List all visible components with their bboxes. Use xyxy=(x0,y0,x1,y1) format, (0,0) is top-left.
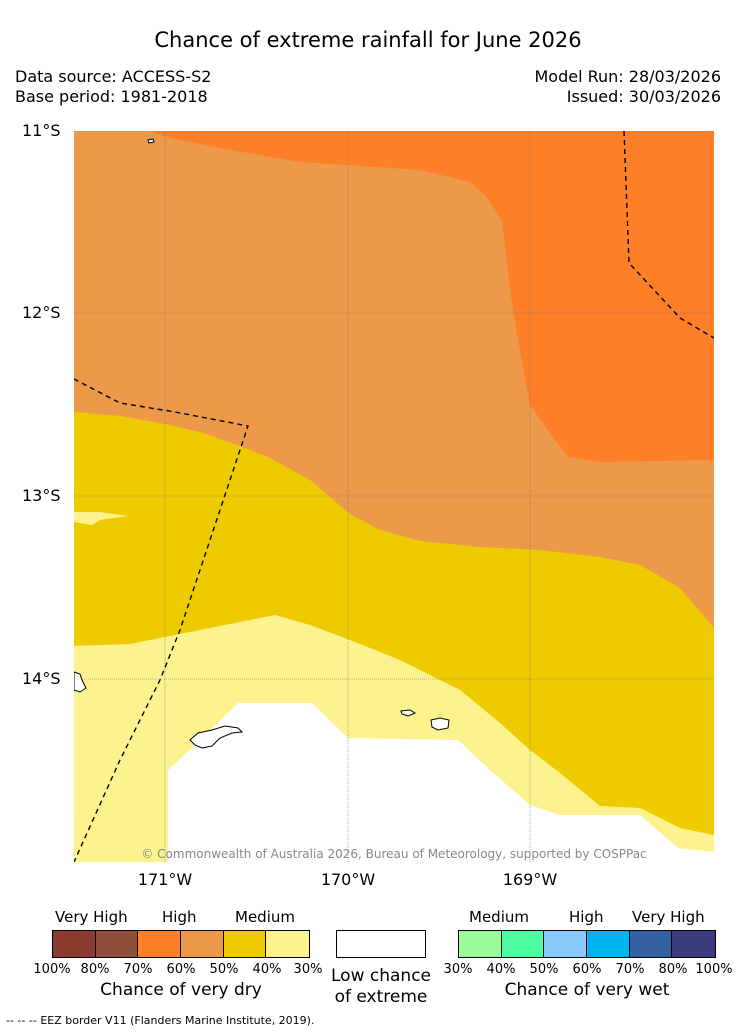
ofu-island xyxy=(400,709,417,717)
dry-tick: 100% xyxy=(33,962,71,977)
wet-tick: 100% xyxy=(695,962,733,977)
lon-label-171w: 171°W xyxy=(137,870,193,889)
graticule xyxy=(74,131,714,862)
wet-box-50-60 xyxy=(544,931,588,957)
swains-island xyxy=(147,138,155,144)
wet-box-60-70 xyxy=(587,931,630,957)
dry-box-70-80 xyxy=(95,931,139,957)
wet-legend-title: Chance of very wet xyxy=(504,980,670,1000)
wet-cat-very-high: Very High xyxy=(632,908,705,926)
wet-tick: 70% xyxy=(615,962,645,977)
wet-tick: 80% xyxy=(658,962,688,977)
dry-cat-medium: Medium xyxy=(235,908,295,926)
dry-cat-very-high: Very High xyxy=(55,908,128,926)
map-title: Chance of extreme rainfall for June 2026 xyxy=(154,28,582,52)
copyright: © Commonwealth of Australia 2026, Bureau… xyxy=(141,847,647,861)
dry-box-40-50 xyxy=(223,931,267,957)
wet-cat-medium: Medium xyxy=(469,908,529,926)
low-chance-line1: Low chance xyxy=(331,966,431,986)
lon-label-170w: 170°W xyxy=(320,870,376,889)
eez-border xyxy=(74,131,714,862)
tau-island xyxy=(430,717,450,731)
dry-color-bar xyxy=(52,930,310,958)
model-run: Model Run: 28/03/2026 xyxy=(534,67,722,86)
zone-dry-30-40-patch xyxy=(74,512,128,525)
dry-legend-title: Chance of very dry xyxy=(100,980,262,1000)
lat-label-11s: 11°S xyxy=(22,121,61,140)
low-chance-label: Low chance of extreme xyxy=(321,966,441,1008)
zone-low-chance xyxy=(168,703,714,862)
dry-box-60-70 xyxy=(138,931,182,957)
issued-date: Issued: 30/03/2026 xyxy=(566,87,721,106)
dry-tick: 60% xyxy=(166,962,196,977)
islands xyxy=(74,138,450,749)
wet-box-40-50 xyxy=(501,931,545,957)
lat-label-14s: 14°S xyxy=(22,669,61,688)
western-islet xyxy=(74,671,87,693)
dry-cat-high: High xyxy=(162,908,197,926)
tutuila-island xyxy=(189,725,244,749)
low-chance-line2: of extreme xyxy=(334,987,428,1007)
zone-dry-70-80 xyxy=(150,131,714,462)
eez-line-symbol: -- -- -- xyxy=(6,1014,37,1027)
wet-cat-high: High xyxy=(569,908,604,926)
lon-label-169w: 169°W xyxy=(502,870,558,889)
meta-left: Data source: ACCESS-S2 Base period: 1981… xyxy=(15,67,211,107)
dry-box-30-40 xyxy=(266,931,310,957)
wet-tick: 60% xyxy=(572,962,602,977)
dry-tick: 70% xyxy=(123,962,153,977)
meta-right: Model Run: 28/03/2026 Issued: 30/03/2026 xyxy=(535,67,722,107)
dry-box-80-100 xyxy=(53,931,96,957)
wet-tick: 30% xyxy=(443,962,473,977)
footer-note: -- -- -- EEZ border V11 (Flanders Marine… xyxy=(6,1014,314,1027)
low-chance-box xyxy=(336,930,426,958)
dry-tick: 40% xyxy=(252,962,282,977)
wet-box-80-100 xyxy=(672,931,716,957)
dry-box-50-60 xyxy=(181,931,224,957)
wet-color-bar xyxy=(458,930,716,958)
lat-label-13s: 13°S xyxy=(22,486,61,505)
low-box xyxy=(337,931,425,957)
wet-box-70-80 xyxy=(629,931,673,957)
wet-tick: 50% xyxy=(529,962,559,977)
eez-footer-text: EEZ border V11 (Flanders Marine Institut… xyxy=(40,1014,315,1027)
dry-tick: 80% xyxy=(80,962,110,977)
base-period: Base period: 1981-2018 xyxy=(15,87,208,106)
data-source: Data source: ACCESS-S2 xyxy=(15,67,212,86)
dry-tick: 30% xyxy=(293,962,323,977)
wet-box-30-40 xyxy=(459,931,502,957)
wet-tick: 40% xyxy=(486,962,516,977)
lat-label-12s: 12°S xyxy=(22,303,61,322)
dry-tick: 50% xyxy=(209,962,239,977)
